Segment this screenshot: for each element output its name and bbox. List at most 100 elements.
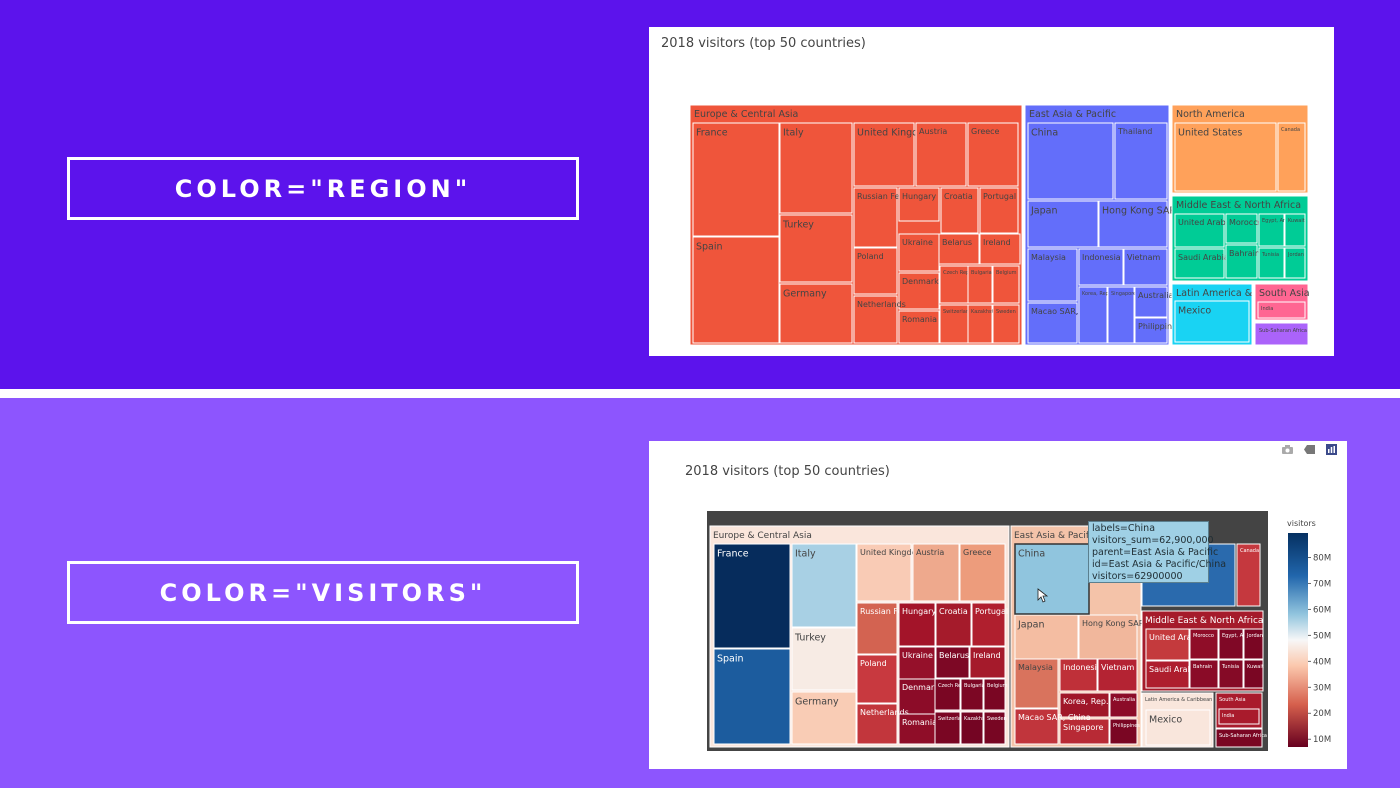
tile-portugal[interactable] — [971, 602, 1006, 647]
tile-australia[interactable] — [1109, 692, 1138, 718]
country-tile-macao-sar-china[interactable] — [1027, 302, 1078, 344]
region-tile-sub-saharan-africa[interactable] — [1254, 322, 1309, 346]
tile-mexico[interactable] — [1145, 709, 1211, 746]
tile-austria[interactable] — [912, 543, 960, 602]
country-tile-romania[interactable] — [898, 310, 940, 344]
visitors-treemap[interactable]: Europe & Central Asia France Spain Italy Tur… — [649, 441, 1347, 769]
tile-france[interactable] — [713, 543, 791, 649]
tile-jordan[interactable] — [1243, 628, 1264, 660]
tile-kuwait[interactable] — [1243, 659, 1264, 689]
country-tile-belarus[interactable] — [938, 233, 980, 265]
country-tile-hong-kong-sar-china[interactable] — [1098, 200, 1168, 248]
tile-italy[interactable] — [791, 543, 857, 628]
country-tile-spain[interactable] — [692, 236, 780, 344]
tile-bahrain[interactable] — [1189, 659, 1219, 689]
country-tile-austria[interactable] — [915, 122, 967, 187]
country-tile-bulgaria[interactable] — [967, 265, 993, 304]
tile-japan[interactable] — [1014, 614, 1079, 660]
tile-turkey[interactable] — [791, 627, 857, 691]
country-tile-czech-republic[interactable] — [939, 265, 969, 304]
country-tile-japan[interactable] — [1027, 200, 1099, 248]
tile-egypt-arab-rep[interactable] — [1218, 628, 1244, 660]
country-tile-saudi-arabia[interactable] — [1174, 248, 1225, 279]
country-tile-greece[interactable] — [967, 122, 1019, 187]
country-tile-netherlands[interactable] — [853, 295, 898, 344]
country-tile-united-states[interactable] — [1174, 122, 1277, 192]
tile-belarus[interactable] — [935, 646, 970, 679]
tile-morocco[interactable] — [1189, 628, 1219, 660]
country-tile-korea-rep[interactable] — [1078, 286, 1108, 344]
tile-tunisia[interactable] — [1218, 659, 1244, 689]
tile-philippines[interactable] — [1109, 718, 1138, 745]
tile-czech-republic[interactable] — [934, 678, 961, 711]
country-tile-italy[interactable] — [779, 122, 853, 214]
tile-romania[interactable] — [898, 713, 936, 745]
tile-hong-kong-sar-china[interactable] — [1078, 614, 1138, 660]
tile-netherlands[interactable] — [856, 703, 898, 745]
country-tile-ukraine[interactable] — [898, 233, 940, 272]
country-tile-hungary[interactable] — [898, 187, 940, 222]
country-tile-india[interactable] — [1257, 301, 1306, 319]
tile-russian-federation[interactable] — [856, 602, 898, 655]
tile-vietnam[interactable] — [1097, 658, 1138, 692]
country-tile-singapore[interactable] — [1107, 286, 1135, 344]
country-tile-portugal[interactable] — [979, 187, 1019, 234]
tile-india[interactable] — [1218, 708, 1260, 725]
tile-macao-sar-china[interactable] — [1014, 708, 1059, 745]
country-tile-kuwait[interactable] — [1284, 213, 1306, 247]
country-tile-germany[interactable] — [779, 283, 853, 344]
tile-belgium[interactable] — [983, 678, 1006, 711]
country-tile-china[interactable] — [1027, 122, 1114, 200]
tile-germany[interactable] — [791, 691, 857, 745]
tile-croatia[interactable] — [935, 602, 972, 647]
tile-united-arab-emirates[interactable] — [1145, 628, 1190, 661]
country-tile-denmark[interactable] — [898, 272, 940, 310]
country-tile-sweden[interactable] — [992, 304, 1020, 344]
tile-canada[interactable] — [1236, 543, 1261, 607]
camera-icon[interactable] — [1282, 445, 1293, 454]
tile-sweden[interactable] — [983, 711, 1006, 745]
tile-kazakhstan[interactable] — [960, 711, 984, 745]
country-tile-turkey[interactable] — [779, 214, 853, 283]
tile-korea-rep[interactable] — [1059, 692, 1110, 718]
country-tile-vietnam[interactable] — [1123, 248, 1168, 286]
country-tile-jordan[interactable] — [1284, 247, 1306, 279]
tile-malaysia[interactable] — [1014, 658, 1059, 709]
country-tile-canada[interactable] — [1277, 122, 1306, 192]
tile-switzerland[interactable] — [934, 711, 961, 745]
tile-ireland[interactable] — [969, 646, 1006, 679]
country-tile-kazakhstan[interactable] — [967, 304, 993, 344]
tag-icon[interactable] — [1304, 445, 1315, 454]
country-tile-philippines[interactable] — [1134, 317, 1168, 344]
tile-sub-saharan-africa[interactable] — [1215, 728, 1263, 748]
tile-hungary[interactable] — [898, 602, 936, 647]
country-tile-united-arab-emirates[interactable] — [1174, 213, 1225, 248]
country-tile-united-kingdom[interactable] — [853, 122, 915, 187]
country-tile-malaysia[interactable] — [1027, 248, 1078, 302]
tile-united-kingdom[interactable] — [856, 543, 912, 602]
country-tile-tunisia[interactable] — [1258, 247, 1285, 279]
country-tile-bahrain[interactable] — [1225, 244, 1258, 279]
country-tile-russian-federation[interactable] — [853, 187, 898, 248]
country-tile-australia[interactable] — [1134, 286, 1168, 318]
tile-indonesia[interactable] — [1059, 658, 1098, 692]
tile-denmark[interactable] — [898, 678, 936, 715]
country-tile-morocco[interactable] — [1225, 213, 1258, 244]
tile-greece[interactable] — [959, 543, 1006, 602]
country-tile-thailand[interactable] — [1114, 122, 1168, 200]
country-tile-mexico[interactable] — [1174, 300, 1250, 343]
country-tile-france[interactable] — [692, 122, 780, 237]
country-tile-egypt-arab-rep[interactable] — [1258, 213, 1285, 247]
tile-singapore[interactable] — [1059, 718, 1110, 745]
country-tile-poland[interactable] — [853, 247, 898, 295]
tile-saudi-arabia[interactable] — [1145, 660, 1190, 689]
plotly-logo-icon[interactable] — [1326, 444, 1337, 455]
country-tile-ireland[interactable] — [979, 233, 1021, 265]
country-tile-belgium[interactable] — [992, 265, 1020, 304]
tile-bulgaria[interactable] — [960, 678, 984, 711]
tile-spain[interactable] — [713, 648, 791, 745]
tile-poland[interactable] — [856, 654, 898, 704]
country-tile-croatia[interactable] — [940, 187, 979, 234]
country-tile-indonesia[interactable] — [1078, 248, 1124, 286]
region-treemap[interactable]: Europe & Central Asia France Spain Italy Tur… — [649, 27, 1334, 356]
